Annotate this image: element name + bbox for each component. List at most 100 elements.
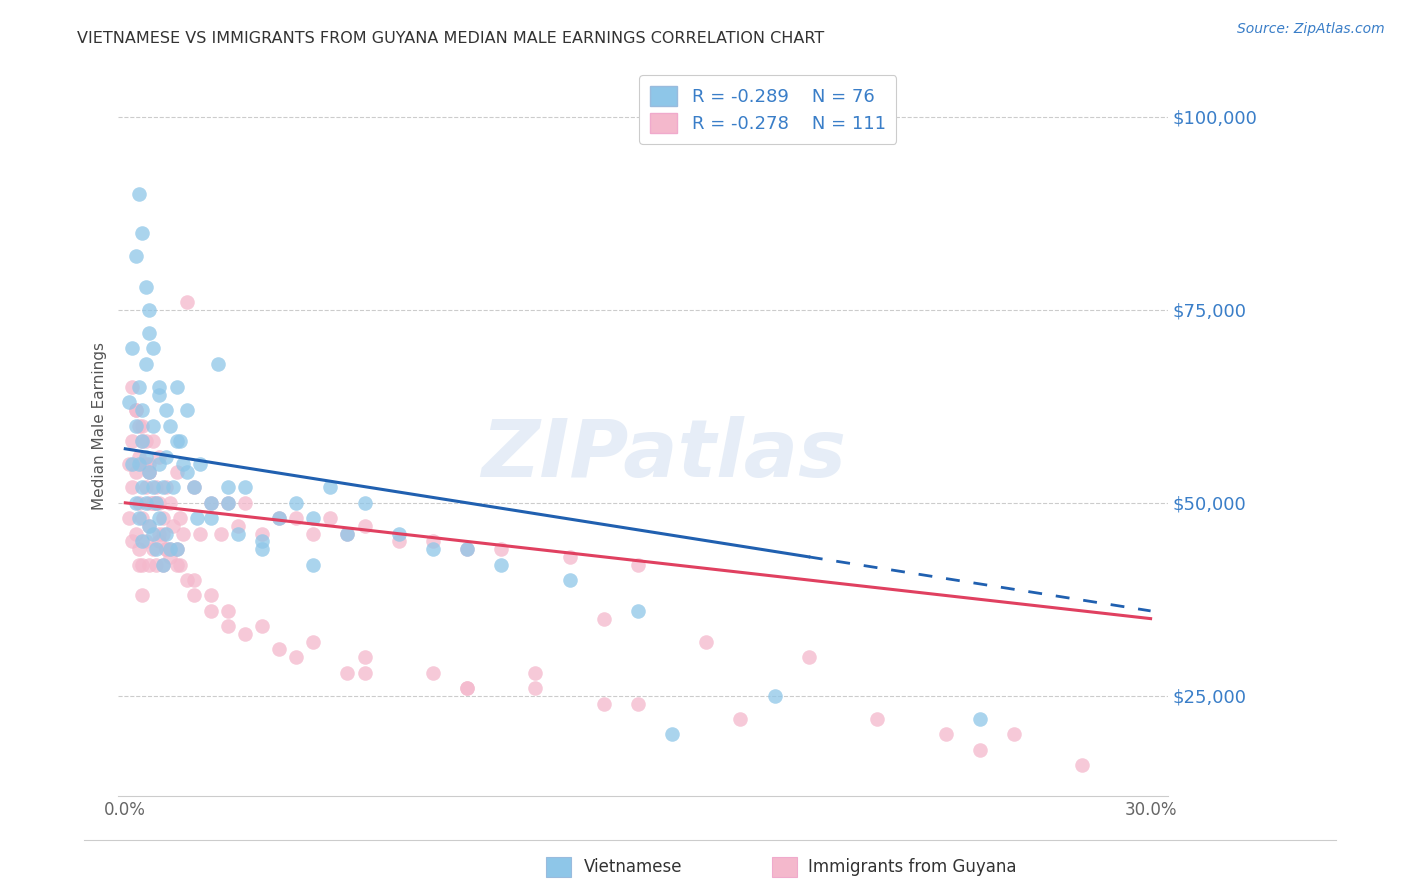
Text: Immigrants from Guyana: Immigrants from Guyana [808,858,1017,876]
Text: Vietnamese: Vietnamese [583,858,682,876]
Point [217,496,239,510]
Point [190,526,212,541]
Point [159,549,181,564]
Point [131,480,153,494]
Point [422,534,444,549]
Point [138,326,160,340]
Point [138,496,160,510]
Point [128,187,150,202]
Point [124,249,146,263]
Point [124,403,146,417]
Point [138,465,160,479]
Point [935,727,957,741]
Point [200,496,222,510]
Point [121,434,143,448]
Point [155,403,177,417]
Point [233,480,256,494]
Point [217,480,239,494]
Point [155,542,177,557]
Point [148,496,170,510]
Point [135,457,157,471]
Point [176,403,198,417]
Point [121,342,143,356]
Point [138,457,160,471]
Point [302,526,325,541]
Point [558,549,581,564]
Point [169,434,191,448]
Point [152,558,174,572]
Point [797,650,820,665]
Point [138,519,160,533]
Point [118,511,141,525]
Point [152,526,174,541]
Point [267,642,290,657]
Point [422,542,444,557]
Point [162,519,184,533]
Point [226,519,249,533]
Point [121,457,143,471]
Point [152,511,174,525]
Point [592,612,614,626]
Point [152,558,174,572]
Y-axis label: Median Male Earnings: Median Male Earnings [93,342,107,509]
Point [353,496,375,510]
Point [250,534,273,549]
Point [131,534,153,549]
Point [267,511,290,525]
Point [172,457,194,471]
Point [558,573,581,587]
Point [336,526,359,541]
Point [695,634,717,648]
Point [200,511,222,525]
Point [319,511,342,525]
Point [190,457,212,471]
Point [176,465,198,479]
Point [142,434,165,448]
Point [128,558,150,572]
Point [661,727,683,741]
Point [166,542,188,557]
Point [524,665,547,680]
Point [969,712,991,726]
Point [388,526,411,541]
Point [250,542,273,557]
Point [128,418,150,433]
Point [183,573,205,587]
Point [142,496,165,510]
Point [148,526,170,541]
Point [142,526,165,541]
Point [121,534,143,549]
Point [121,480,143,494]
Point [169,558,191,572]
Point [627,604,650,618]
Point [145,542,167,557]
Point [142,418,165,433]
Point [302,558,325,572]
Point [209,526,232,541]
Point [142,480,165,494]
Point [207,357,229,371]
Point [155,526,177,541]
Point [159,542,181,557]
Point [627,558,650,572]
Point [169,511,191,525]
Point [866,712,889,726]
Point [267,511,290,525]
Point [148,388,170,402]
Point [155,480,177,494]
Point [138,465,160,479]
Point [138,302,160,317]
Point [285,511,308,525]
Point [166,558,188,572]
Point [131,434,153,448]
Point [155,450,177,464]
Point [131,589,153,603]
Point [135,480,157,494]
Point [353,519,375,533]
Point [233,627,256,641]
Point [131,403,153,417]
Point [422,665,444,680]
Point [183,480,205,494]
Point [138,558,160,572]
Point [135,357,157,371]
